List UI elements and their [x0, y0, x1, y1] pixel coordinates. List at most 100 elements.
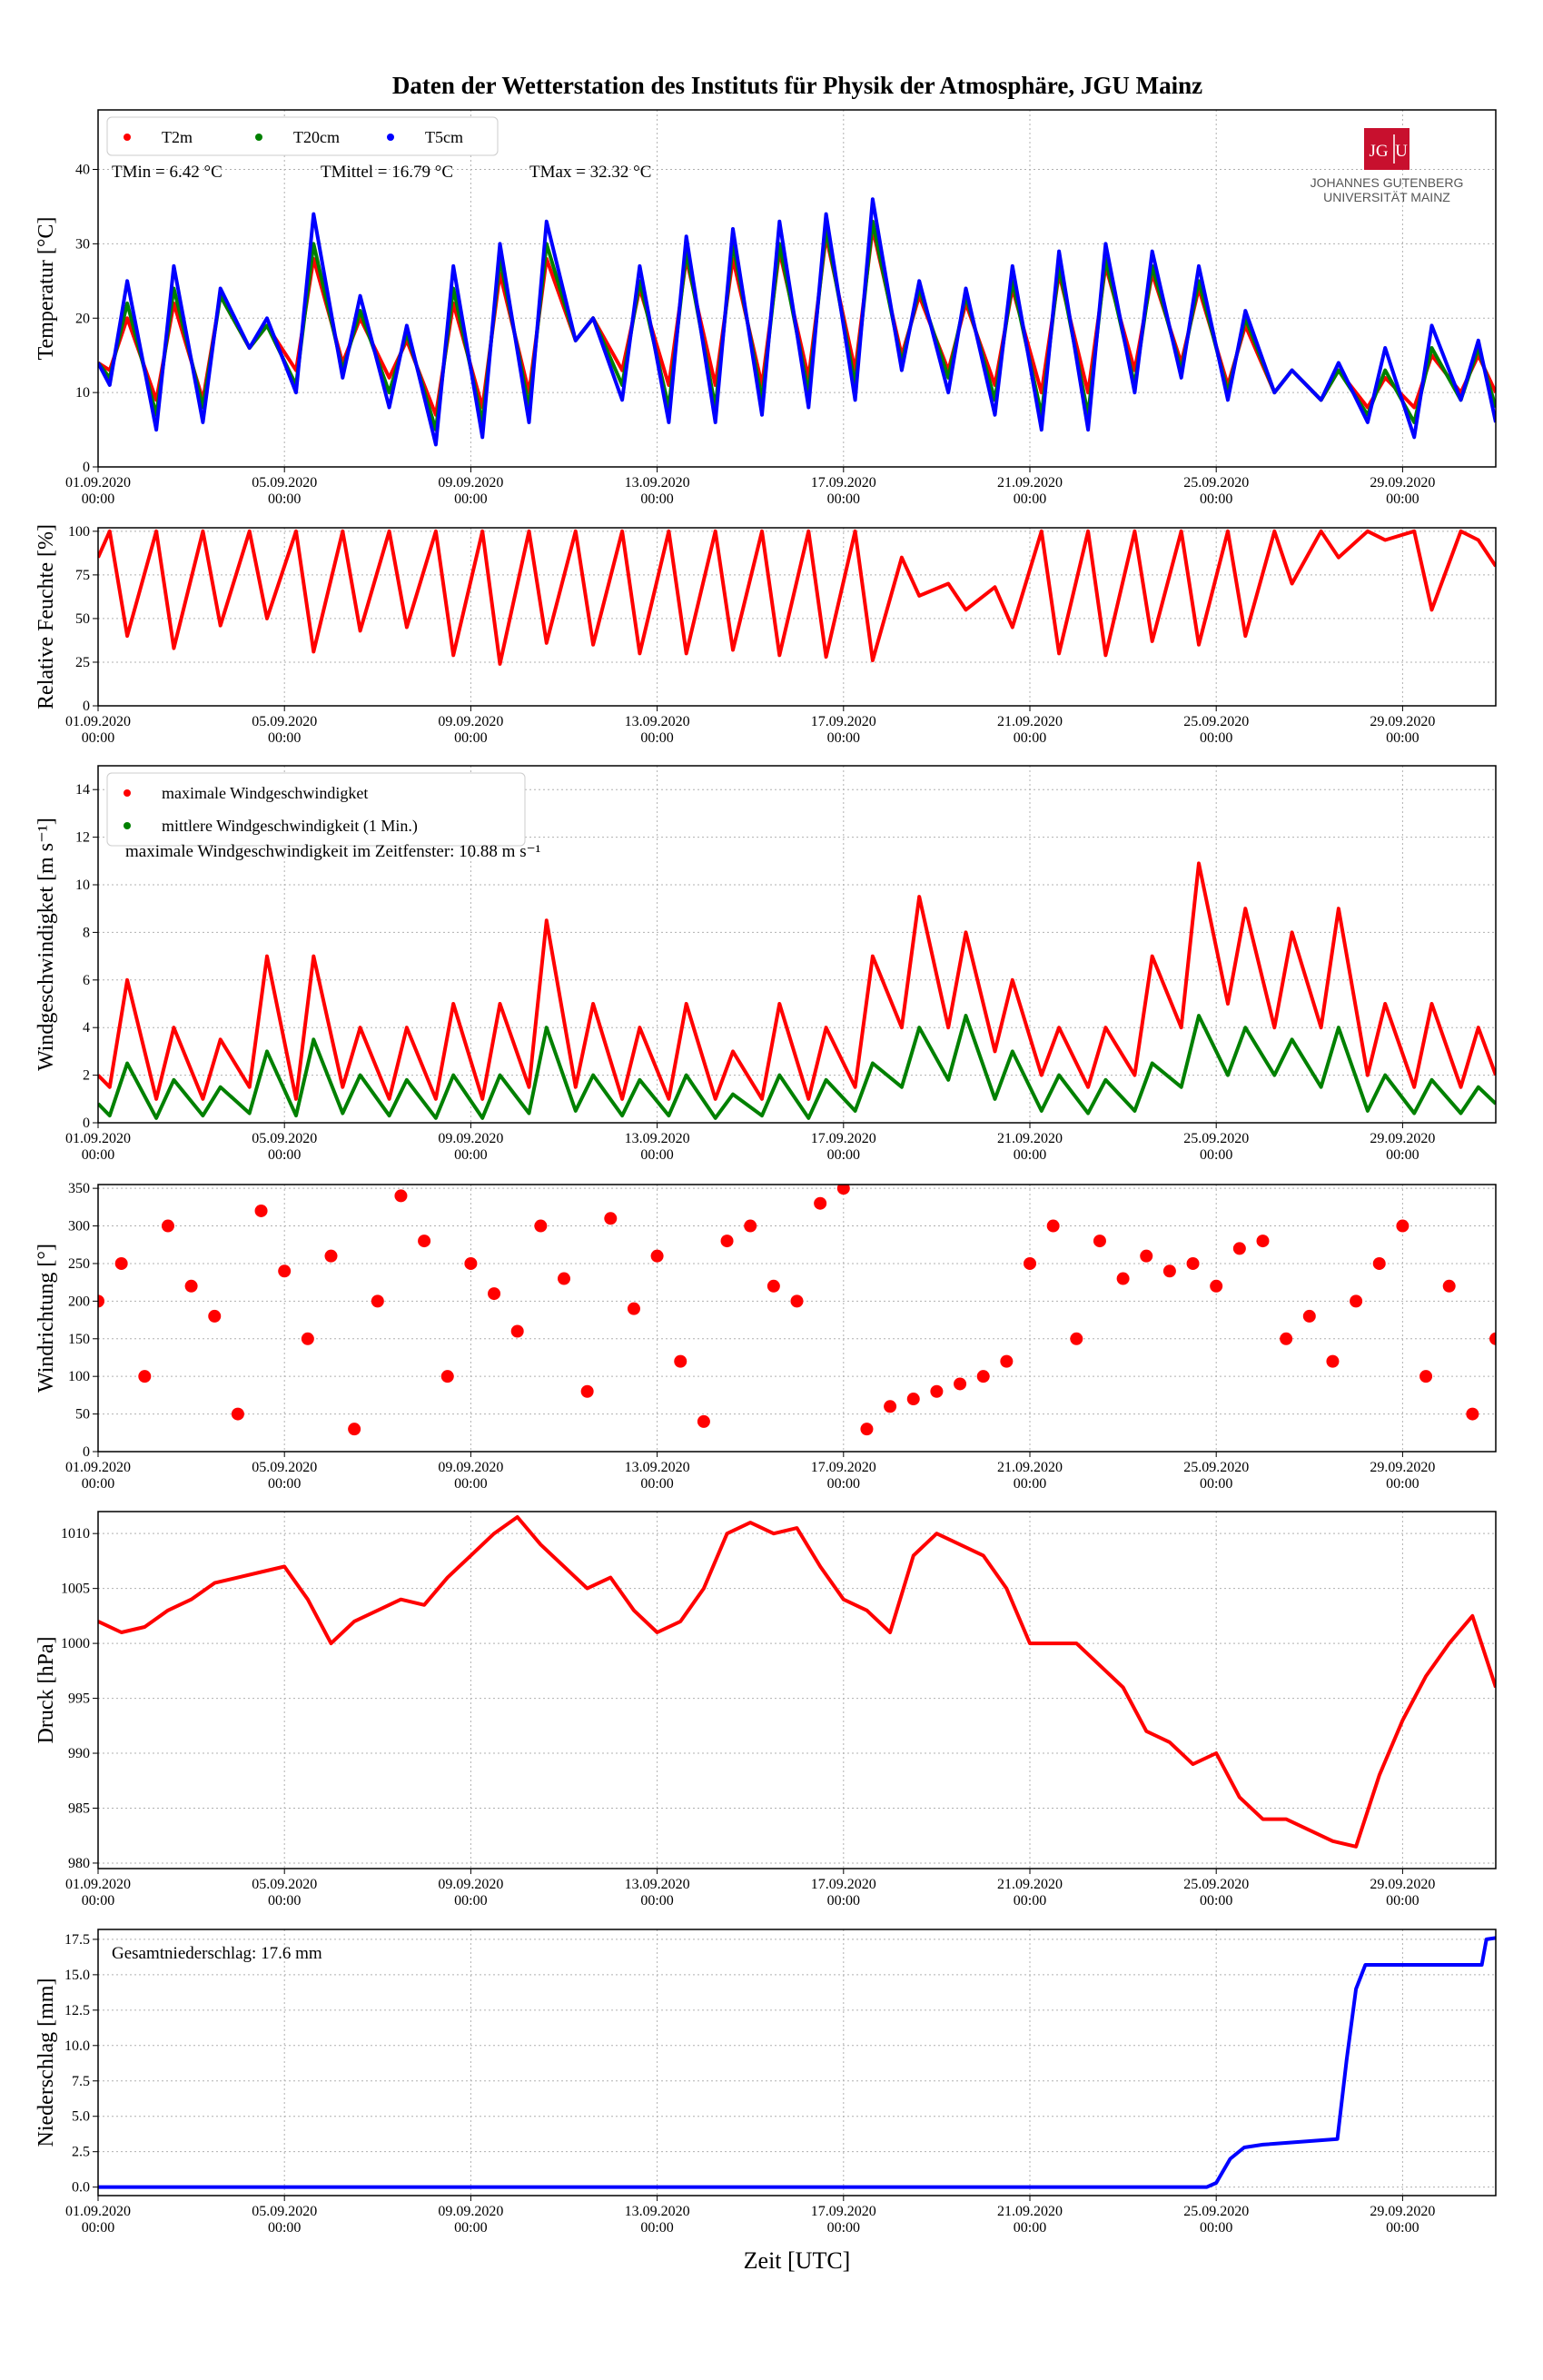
data-point — [1256, 1235, 1270, 1248]
x-tick-label: 00:00 — [1386, 730, 1419, 746]
x-tick-label: 00:00 — [1386, 491, 1419, 507]
y-tick-label: 300 — [68, 1219, 90, 1235]
x-tick-label: 00:00 — [82, 2220, 114, 2236]
plot-area — [98, 1512, 1496, 1869]
x-tick-label: 00:00 — [827, 491, 860, 507]
y-tick-label: 10 — [75, 385, 90, 401]
data-point — [1070, 1332, 1083, 1345]
data-point — [418, 1235, 431, 1248]
logo-box — [1364, 128, 1409, 170]
x-tick-label: 13.09.2020 — [625, 1131, 690, 1146]
y-tick-label: 15.0 — [64, 1968, 90, 1983]
plot-frame — [97, 527, 1497, 707]
y-tick-label: 25 — [75, 655, 90, 670]
panel: 01.09.202000:0005.09.202000:0009.09.2020… — [35, 765, 1497, 1163]
data-point — [184, 1279, 198, 1293]
data-point — [1046, 1219, 1060, 1233]
y-tick-label: 100 — [68, 524, 90, 540]
data-point — [1000, 1354, 1014, 1368]
x-tick-label: 17.09.2020 — [811, 1131, 876, 1146]
x-tick-label: 00:00 — [1386, 2220, 1419, 2236]
data-point — [138, 1370, 152, 1383]
data-point — [161, 1219, 174, 1233]
x-tick-label: 00:00 — [82, 491, 114, 507]
y-tick-label: 100 — [68, 1369, 90, 1384]
x-tick-label: 25.09.2020 — [1183, 2204, 1249, 2219]
data-point — [1116, 1272, 1130, 1285]
annotation: TMax = 32.32 °C — [529, 163, 651, 182]
figure-title: Daten der Wetterstation des Instituts fü… — [392, 72, 1202, 99]
x-tick-label: 00:00 — [640, 1476, 673, 1492]
y-tick-label: 40 — [75, 163, 90, 178]
data-point — [1093, 1235, 1106, 1248]
x-tick-label: 01.09.2020 — [65, 714, 131, 729]
annotation: Gesamtniederschlag: 17.6 mm — [112, 1944, 322, 1963]
x-tick-label: 05.09.2020 — [252, 475, 317, 491]
logo-text: UNIVERSITÄT MAINZ — [1323, 190, 1450, 204]
data-point — [488, 1287, 501, 1301]
y-tick-label: 980 — [68, 1856, 90, 1871]
x-tick-label: 00:00 — [1200, 2220, 1232, 2236]
y-tick-label: 75 — [75, 568, 90, 583]
x-tick-label: 00:00 — [454, 730, 487, 746]
x-tick-label: 21.09.2020 — [997, 1877, 1063, 1892]
x-tick-label: 21.09.2020 — [997, 475, 1063, 491]
x-tick-label: 00:00 — [640, 730, 673, 746]
data-point — [976, 1370, 990, 1383]
x-tick-label: 00:00 — [640, 1893, 673, 1909]
x-tick-label: 25.09.2020 — [1183, 1131, 1249, 1146]
y-tick-label: 1000 — [61, 1636, 90, 1651]
panel: 01.09.202000:0005.09.202000:0009.09.2020… — [35, 1929, 1497, 2274]
x-tick-label: 00:00 — [454, 491, 487, 507]
data-point — [98, 1294, 104, 1308]
x-tick-label: 01.09.2020 — [65, 475, 131, 491]
logo-initials: JG — [1369, 142, 1388, 161]
data-point — [231, 1407, 244, 1421]
data-point — [814, 1196, 827, 1210]
data-point — [1489, 1332, 1496, 1345]
data-line — [98, 1014, 1496, 1120]
x-tick-label: 05.09.2020 — [252, 1131, 317, 1146]
logo-initials: U — [1395, 142, 1408, 161]
x-tick-label: 13.09.2020 — [625, 475, 690, 491]
y-tick-label: 200 — [68, 1294, 90, 1309]
data-point — [1232, 1242, 1246, 1255]
x-tick-label: 00:00 — [1200, 491, 1232, 507]
data-point — [1350, 1294, 1363, 1308]
x-tick-label: 21.09.2020 — [997, 1131, 1063, 1146]
y-tick-label: 17.5 — [64, 1932, 90, 1948]
x-tick-label: 00:00 — [1014, 1893, 1046, 1909]
x-tick-label: 00:00 — [1200, 1147, 1232, 1163]
y-axis-label: Windgeschwindigket [m s⁻¹] — [35, 818, 58, 1071]
x-tick-label: 00:00 — [1014, 1147, 1046, 1163]
data-point — [650, 1249, 664, 1263]
annotation: TMin = 6.42 °C — [112, 163, 223, 182]
data-point — [580, 1384, 594, 1398]
x-tick-label: 00:00 — [82, 1476, 114, 1492]
x-tick-label: 21.09.2020 — [997, 2204, 1063, 2219]
data-point — [394, 1189, 408, 1203]
x-tick-label: 00:00 — [827, 1893, 860, 1909]
data-point — [1302, 1309, 1316, 1323]
x-tick-label: 05.09.2020 — [252, 2204, 317, 2219]
x-tick-label: 21.09.2020 — [997, 1460, 1063, 1475]
data-point — [1140, 1249, 1153, 1263]
x-tick-label: 00:00 — [454, 2220, 487, 2236]
x-tick-label: 29.09.2020 — [1370, 2204, 1435, 2219]
x-tick-label: 29.09.2020 — [1370, 1460, 1435, 1475]
data-point — [324, 1249, 338, 1263]
x-tick-label: 09.09.2020 — [438, 475, 503, 491]
plot-area — [98, 1185, 1496, 1452]
y-tick-label: 10 — [75, 878, 90, 893]
x-tick-label: 00:00 — [1386, 1147, 1419, 1163]
y-tick-label: 350 — [68, 1181, 90, 1196]
legend-box — [106, 116, 499, 156]
x-tick-label: 13.09.2020 — [625, 1460, 690, 1475]
x-tick-label: 17.09.2020 — [811, 475, 876, 491]
data-point — [906, 1393, 920, 1406]
x-tick-label: 13.09.2020 — [625, 2204, 690, 2219]
legend-marker — [124, 789, 131, 797]
data-point — [301, 1332, 314, 1345]
y-tick-label: 2 — [83, 1068, 90, 1084]
